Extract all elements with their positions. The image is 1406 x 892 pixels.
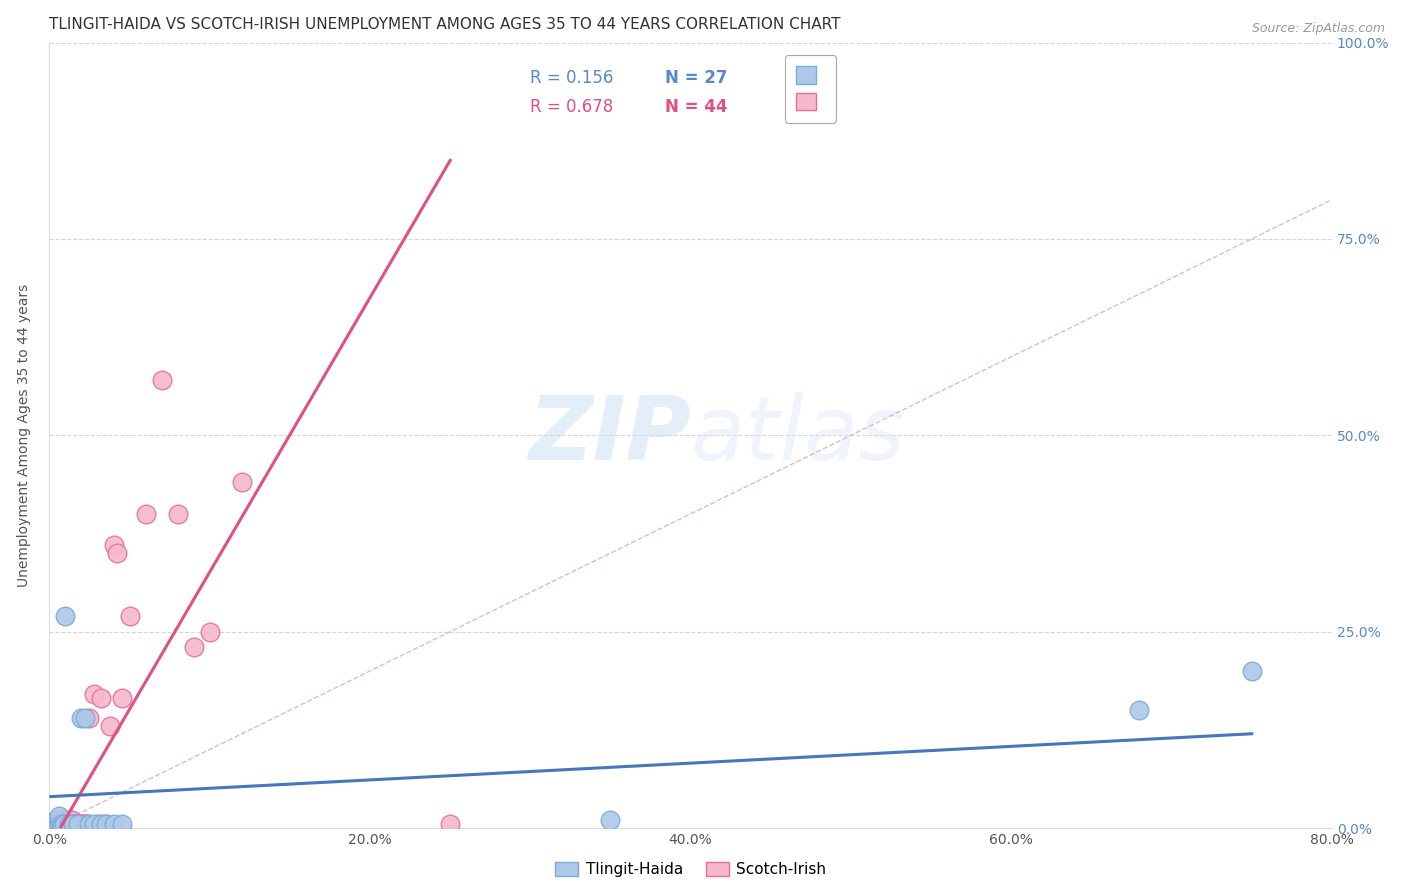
Point bbox=[150, 373, 173, 387]
Point bbox=[105, 546, 128, 560]
Point bbox=[439, 817, 461, 831]
Point bbox=[39, 819, 62, 833]
Text: R = 0.156: R = 0.156 bbox=[530, 69, 613, 87]
Point bbox=[73, 711, 96, 725]
Point bbox=[58, 817, 80, 831]
Point bbox=[198, 624, 221, 639]
Point bbox=[51, 820, 73, 834]
Text: N = 27: N = 27 bbox=[665, 69, 727, 87]
Point bbox=[166, 507, 188, 521]
Point bbox=[51, 817, 73, 831]
Point bbox=[103, 817, 125, 831]
Point bbox=[45, 813, 67, 827]
Point bbox=[1240, 664, 1263, 678]
Text: ZIP: ZIP bbox=[527, 392, 690, 479]
Point bbox=[44, 819, 66, 833]
Legend: Tlingit-Haida, Scotch-Irish: Tlingit-Haida, Scotch-Irish bbox=[548, 856, 832, 883]
Text: N = 44: N = 44 bbox=[665, 98, 727, 116]
Point bbox=[135, 507, 157, 521]
Point bbox=[62, 817, 84, 831]
Point bbox=[75, 817, 97, 831]
Point bbox=[59, 813, 82, 827]
Point bbox=[70, 817, 93, 831]
Point bbox=[69, 817, 91, 831]
Point bbox=[48, 817, 70, 831]
Point bbox=[48, 809, 70, 823]
Text: atlas: atlas bbox=[690, 392, 905, 478]
Point bbox=[45, 813, 67, 827]
Point bbox=[183, 640, 205, 655]
Text: R = 0.678: R = 0.678 bbox=[530, 98, 613, 116]
Point bbox=[83, 688, 105, 702]
Point bbox=[79, 817, 101, 831]
Point bbox=[58, 817, 80, 831]
Point bbox=[77, 817, 100, 831]
Point bbox=[79, 711, 101, 725]
Point bbox=[67, 817, 90, 831]
Point bbox=[118, 609, 141, 624]
Point bbox=[44, 817, 66, 831]
Point bbox=[67, 817, 90, 831]
Point bbox=[62, 817, 84, 831]
Point bbox=[73, 817, 96, 831]
Point bbox=[98, 719, 121, 733]
Point bbox=[49, 817, 72, 831]
Point bbox=[1128, 703, 1150, 717]
Point bbox=[55, 813, 77, 827]
Y-axis label: Unemployment Among Ages 35 to 44 years: Unemployment Among Ages 35 to 44 years bbox=[17, 284, 31, 587]
Point bbox=[39, 817, 62, 831]
Point bbox=[70, 711, 93, 725]
Point bbox=[55, 609, 77, 624]
Point bbox=[52, 817, 75, 831]
Point bbox=[94, 817, 117, 831]
Point bbox=[46, 817, 69, 831]
Point bbox=[231, 475, 253, 490]
Point bbox=[63, 817, 86, 831]
Point bbox=[66, 817, 89, 831]
Text: Source: ZipAtlas.com: Source: ZipAtlas.com bbox=[1251, 22, 1385, 36]
Point bbox=[46, 820, 69, 834]
Point bbox=[86, 817, 108, 831]
Point bbox=[51, 813, 73, 827]
Point bbox=[56, 817, 79, 831]
Point bbox=[48, 817, 70, 831]
Point bbox=[41, 814, 63, 829]
Point bbox=[41, 817, 63, 831]
Point bbox=[110, 817, 132, 831]
Point bbox=[52, 813, 75, 827]
Point bbox=[41, 817, 63, 831]
Point bbox=[110, 691, 132, 706]
Point bbox=[72, 817, 94, 831]
Point bbox=[103, 538, 125, 552]
Text: TLINGIT-HAIDA VS SCOTCH-IRISH UNEMPLOYMENT AMONG AGES 35 TO 44 YEARS CORRELATION: TLINGIT-HAIDA VS SCOTCH-IRISH UNEMPLOYME… bbox=[49, 17, 841, 32]
Point bbox=[94, 817, 117, 831]
Point bbox=[48, 813, 70, 827]
Point bbox=[599, 813, 621, 827]
Point bbox=[45, 817, 67, 831]
Point bbox=[55, 817, 77, 831]
Point bbox=[60, 813, 83, 827]
Point bbox=[83, 817, 105, 831]
Point bbox=[90, 817, 112, 831]
Point bbox=[49, 817, 72, 831]
Point bbox=[90, 691, 112, 706]
